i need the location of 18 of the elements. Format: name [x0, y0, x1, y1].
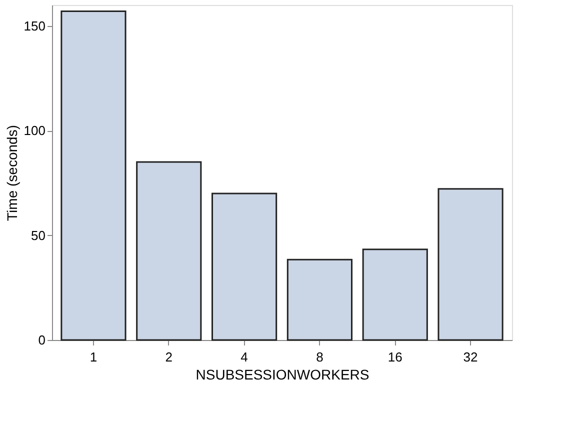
- bar: [362, 248, 428, 341]
- x-axis-title: NSUBSESSIONWORKERS: [196, 366, 370, 382]
- bar: [211, 192, 278, 341]
- x-tick-label: 2: [165, 350, 172, 364]
- y-tick-label: 150: [24, 18, 46, 34]
- y-tick-label: 0: [38, 332, 46, 348]
- x-tick-label: 4: [240, 350, 248, 364]
- bar: [60, 10, 126, 341]
- bar: [438, 188, 504, 341]
- y-tick-label: 50: [31, 228, 46, 243]
- x-tick-label: 16: [388, 350, 402, 364]
- bar: [136, 161, 202, 341]
- x-tick-label: 1: [90, 350, 98, 364]
- x-tick-label: 8: [316, 350, 324, 364]
- bar: [286, 258, 353, 341]
- x-tick-label: 32: [463, 350, 478, 364]
- y-axis-title: Time (seconds): [4, 125, 20, 221]
- y-tick-label: 100: [24, 123, 46, 138]
